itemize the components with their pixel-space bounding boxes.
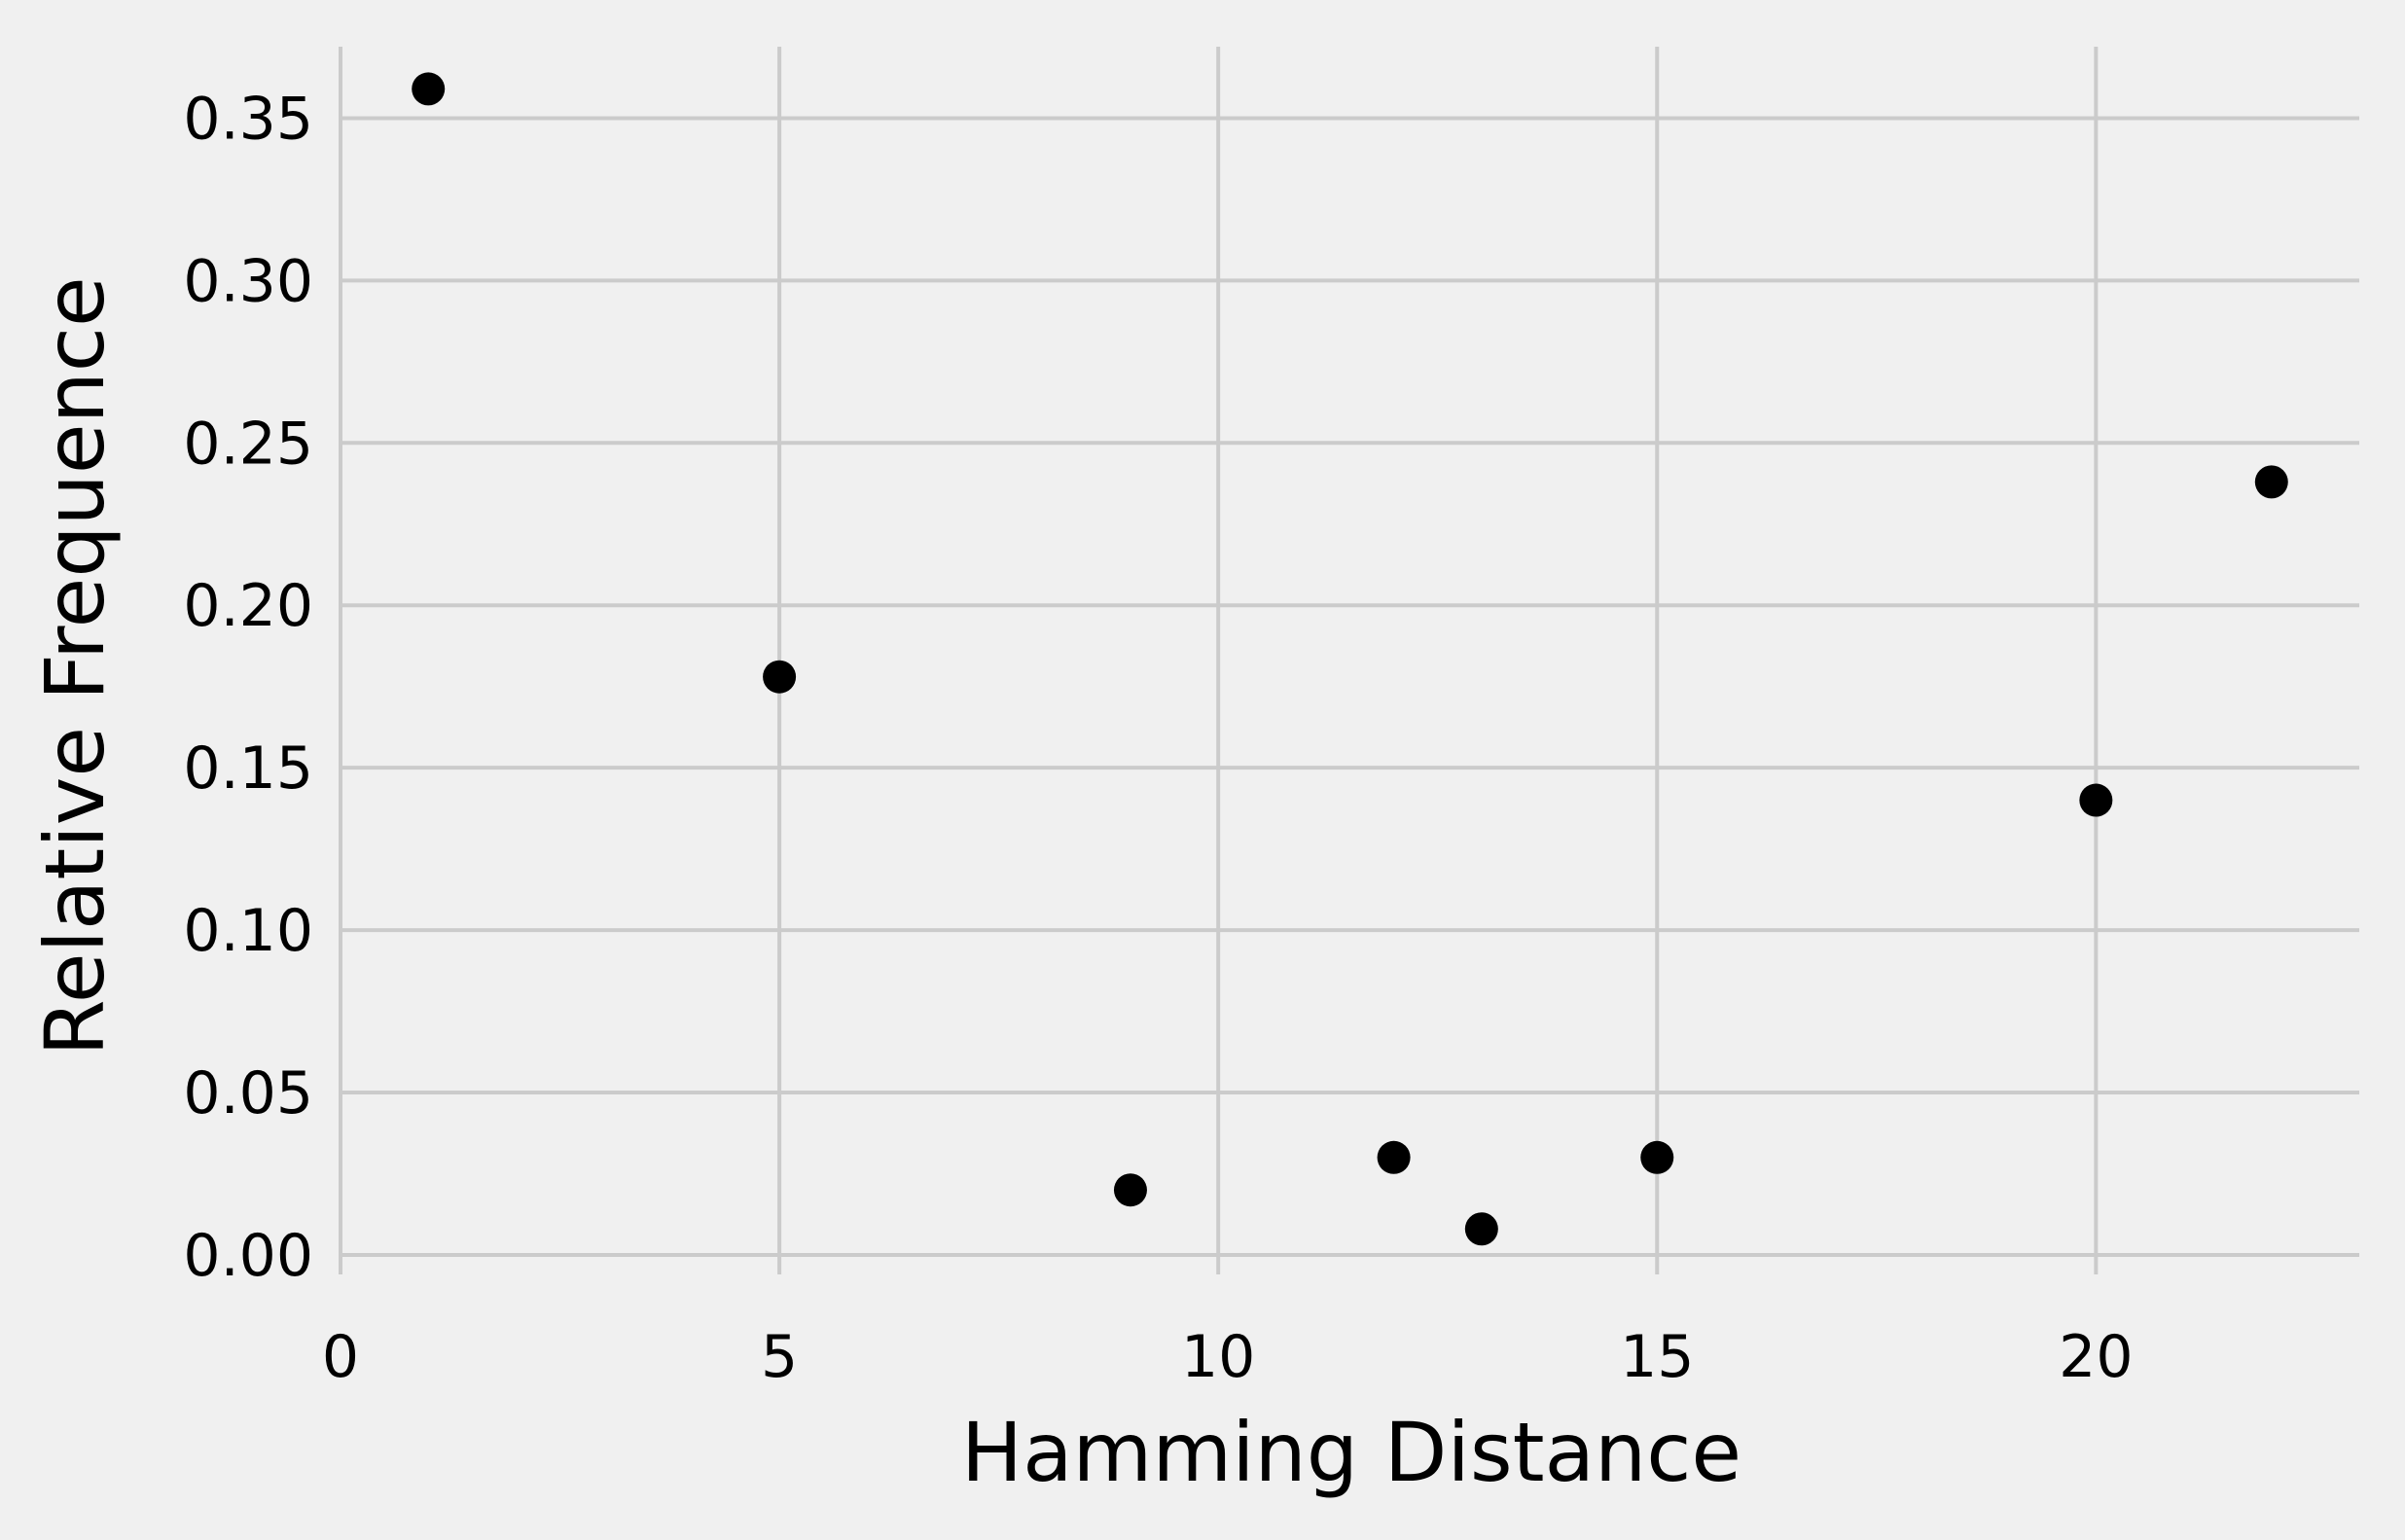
- x-axis-label: Hamming Distance: [961, 1405, 1741, 1500]
- x-tick-label: 15: [1620, 1323, 1694, 1391]
- y-tick-label: 0.20: [183, 572, 313, 640]
- scatter-point: [1377, 1140, 1411, 1174]
- y-axis-label: Relative Frequence: [27, 276, 123, 1056]
- y-tick-label: 0.10: [183, 897, 313, 965]
- y-tick-label: 0.05: [183, 1059, 313, 1128]
- scatter-point: [412, 72, 446, 106]
- y-tick-label: 0.00: [183, 1222, 313, 1290]
- y-tick-label: 0.30: [183, 247, 313, 315]
- x-gridlines: [339, 47, 2099, 1274]
- scatter-point: [1640, 1140, 1674, 1174]
- scatter-point: [2254, 465, 2288, 499]
- x-tick-label: 0: [322, 1323, 359, 1391]
- y-tick-label: 0.25: [183, 410, 313, 478]
- y-tick-labels: 0.00 0.05 0.10 0.15 0.20 0.25 0.30 0.35: [183, 85, 313, 1290]
- scatter-point: [1464, 1212, 1498, 1246]
- x-tick-label: 10: [1181, 1323, 1255, 1391]
- x-tick-label: 5: [761, 1323, 798, 1391]
- x-tick-label: 20: [2059, 1323, 2133, 1391]
- scatter-point: [2079, 783, 2113, 817]
- scatter-point: [763, 660, 797, 694]
- scatter-point: [1113, 1173, 1147, 1207]
- y-gridlines: [341, 116, 2359, 1257]
- y-tick-label: 0.35: [183, 85, 313, 153]
- y-tick-label: 0.15: [183, 734, 313, 803]
- x-tick-labels: 0 5 10 15 20: [322, 1323, 2134, 1391]
- data-points: [412, 72, 2288, 1246]
